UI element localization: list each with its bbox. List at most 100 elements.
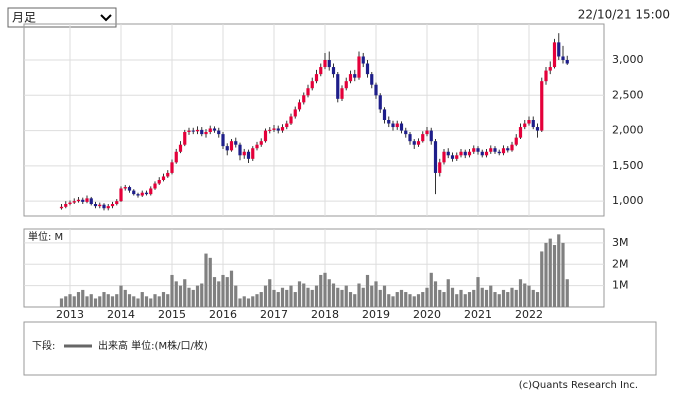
- volume-bar: [289, 285, 293, 307]
- volume-bar: [149, 298, 153, 307]
- candle-body: [93, 204, 98, 207]
- volume-bar: [106, 294, 110, 307]
- y-tick-label: 3M: [612, 236, 629, 249]
- volume-bar: [212, 277, 217, 307]
- candle-body: [285, 123, 289, 128]
- candle-body: [433, 141, 438, 173]
- volume-bar: [59, 298, 64, 307]
- candle-body: [395, 123, 399, 128]
- volume-bar: [480, 287, 484, 307]
- volume-bar: [544, 242, 548, 307]
- candle-body: [85, 198, 89, 202]
- candle-body: [327, 60, 331, 68]
- candle-body: [506, 148, 510, 151]
- x-tick-label: 2018: [311, 308, 339, 321]
- candle-body: [370, 74, 374, 85]
- candle-body: [544, 70, 548, 82]
- candle-body: [493, 148, 497, 152]
- volume-bar: [297, 281, 302, 307]
- candle-body: [472, 148, 476, 152]
- volume-bar: [399, 289, 404, 307]
- volume-bar: [272, 289, 276, 307]
- candle-body: [293, 109, 297, 117]
- volume-bar: [81, 289, 85, 307]
- candle-body: [263, 130, 268, 142]
- volume-bar: [306, 287, 310, 307]
- volume-bar: [391, 296, 395, 307]
- candle-body: [208, 128, 212, 132]
- candle-body: [348, 74, 353, 82]
- candle-body: [127, 187, 132, 191]
- candle-body: [344, 81, 348, 89]
- candle-body: [480, 151, 484, 156]
- candle-body: [531, 120, 535, 128]
- volume-bar: [540, 251, 544, 307]
- candle-body: [382, 109, 387, 120]
- volume-bar: [331, 283, 336, 307]
- volume-bar: [208, 257, 212, 307]
- volume-bar: [170, 274, 174, 307]
- volume-bar: [115, 294, 119, 307]
- candle-body: [518, 127, 523, 138]
- volume-bar: [178, 285, 183, 307]
- candle-body: [412, 141, 416, 145]
- volume-bar: [463, 294, 467, 307]
- volume-bar: [255, 294, 259, 307]
- volume-bar: [98, 296, 102, 307]
- volume-bar: [408, 294, 412, 307]
- candle-body: [242, 151, 246, 156]
- y-tick-label: 3,000: [612, 53, 644, 66]
- candle-body: [217, 130, 221, 135]
- volume-bar: [323, 272, 327, 307]
- candle-body: [102, 204, 106, 209]
- candle-body: [170, 162, 174, 173]
- volume-bar: [497, 294, 501, 307]
- volume-bar: [229, 270, 234, 307]
- volume-bar: [433, 281, 438, 307]
- candle-body: [144, 192, 149, 195]
- candle-body: [404, 130, 408, 135]
- volume-bar: [89, 294, 93, 307]
- volume-bar: [455, 294, 459, 307]
- candle-body: [191, 130, 195, 132]
- candle-body: [161, 176, 166, 180]
- volume-bar: [361, 287, 365, 307]
- candle-body: [183, 132, 187, 145]
- candle-body: [89, 198, 93, 204]
- volume-bar: [102, 292, 106, 307]
- candle-body: [501, 148, 506, 154]
- volume-bar: [340, 289, 344, 307]
- volume-bar: [200, 283, 204, 307]
- candle-body: [123, 187, 127, 189]
- candle-body: [234, 141, 238, 145]
- volume-bar: [85, 296, 89, 307]
- x-tick-label: 2021: [464, 308, 492, 321]
- candle-body: [153, 183, 157, 189]
- candle-body: [106, 206, 110, 209]
- volume-bar: [425, 287, 429, 307]
- candle-body: [455, 155, 459, 159]
- candle-body: [110, 204, 115, 207]
- volume-bar: [370, 285, 374, 307]
- volume-bar: [446, 279, 450, 307]
- candle-body: [361, 56, 365, 64]
- volume-bar: [144, 296, 149, 307]
- volume-bar: [552, 245, 557, 307]
- volume-bar: [183, 279, 187, 307]
- candle-body: [353, 74, 357, 78]
- volume-bar: [438, 289, 442, 307]
- volume-bar: [187, 287, 191, 307]
- candle-body: [157, 180, 161, 184]
- volume-bar: [127, 294, 132, 307]
- volume-bar: [314, 285, 319, 307]
- volume-bar: [429, 272, 433, 307]
- volume-bar: [217, 281, 221, 307]
- candle-body: [136, 194, 140, 196]
- volume-bar: [280, 287, 285, 307]
- select-arrow: [100, 14, 112, 22]
- period-select[interactable]: [7, 7, 117, 28]
- volume-bar: [251, 296, 255, 307]
- candle-body: [510, 144, 514, 151]
- candle-body: [200, 129, 204, 135]
